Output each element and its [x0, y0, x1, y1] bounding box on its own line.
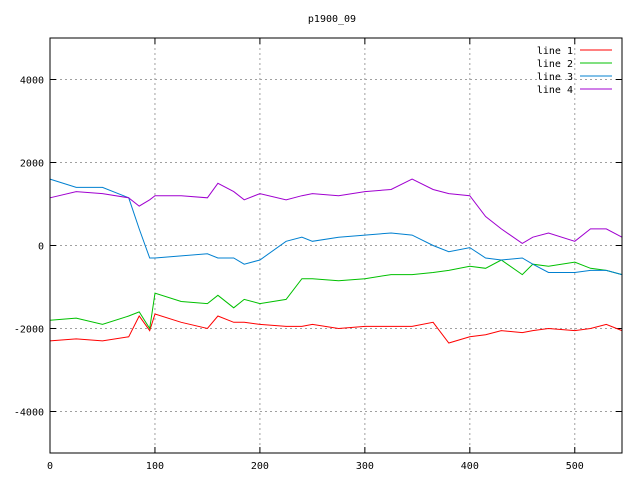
chart-title: p1900_09: [308, 14, 356, 25]
y-tick-label: 0: [38, 242, 44, 253]
legend: line 1 line 2 line 3 line 4: [537, 46, 612, 96]
y-tick-label: 4000: [20, 76, 44, 87]
series-line-2: [49, 259, 623, 330]
series-line-1: [49, 313, 623, 344]
grid-lines: [49, 38, 622, 453]
y-tick-label: 2000: [20, 159, 44, 170]
legend-label-4: line 4: [537, 85, 573, 96]
legend-label-2: line 2: [537, 59, 573, 70]
x-tick-label: 200: [251, 461, 269, 472]
y-tick-label: -2000: [14, 325, 44, 336]
x-tick-label: 0: [47, 461, 53, 472]
y-tick-label: -4000: [14, 408, 44, 419]
x-tick-label: 300: [356, 461, 374, 472]
series-line-4: [49, 178, 623, 244]
legend-label-1: line 1: [537, 46, 573, 57]
plot-frame: [49, 37, 623, 454]
axis-ticks: 0 100 200 300 400 500 -4000 -2000 0 2000 4000: [14, 38, 622, 472]
series-lines: [49, 178, 623, 344]
x-tick-label: 500: [566, 461, 584, 472]
legend-label-3: line 3: [537, 72, 573, 83]
x-tick-label: 100: [146, 461, 164, 472]
series-line-3: [49, 178, 623, 276]
x-tick-label: 400: [461, 461, 479, 472]
